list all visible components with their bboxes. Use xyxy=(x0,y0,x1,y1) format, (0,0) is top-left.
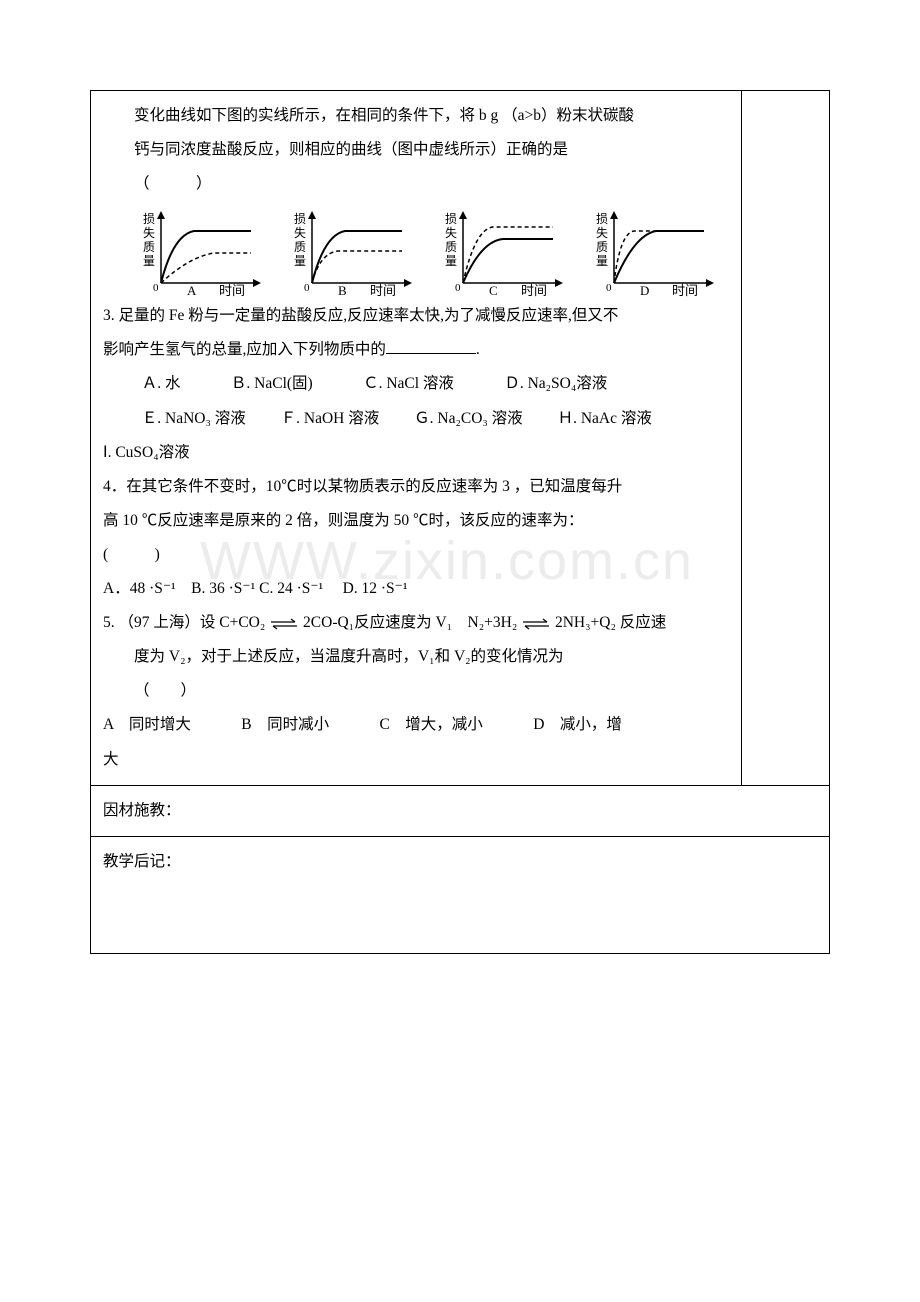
chart-ylabel: 质 xyxy=(143,240,155,254)
svg-text:0: 0 xyxy=(304,282,310,294)
q2-paren: （ ） xyxy=(103,167,729,201)
svg-text:C: C xyxy=(489,283,498,297)
svg-text:A: A xyxy=(187,283,197,297)
chart-c-svg: 损 失 质 量 0 C xyxy=(441,207,571,297)
chart-a: 损 失 质 量 0 xyxy=(139,207,269,297)
q3-optE: Ｅ. NaNO₃ 溶液 xyxy=(142,410,246,427)
svg-text:损: 损 xyxy=(294,212,306,226)
houji-row: 教学后记： xyxy=(91,836,830,953)
blank-underline xyxy=(386,338,476,355)
equilibrium-arrow-icon xyxy=(269,618,299,630)
q5-optB: B 同时减小 xyxy=(241,716,329,733)
q5-line1a: 5. （97 上海）设 C+CO₂ xyxy=(103,614,265,631)
q4-line2: 高 10 ℃反应速率是原来的 2 倍，则温度为 50 ℃时，该反应的速率为： xyxy=(103,504,729,538)
q5-line2: 度为 V₂，对于上述反应，当温度升高时，V₁和 V₂的变化情况为 xyxy=(103,640,729,674)
svg-text:时间: 时间 xyxy=(672,283,698,297)
chart-xlabel: 时间 xyxy=(219,283,245,297)
q2-charts-row: 损 失 质 量 0 xyxy=(133,207,729,297)
chart-b-svg: 损 失 质 量 0 xyxy=(290,207,420,297)
svg-text:损: 损 xyxy=(445,212,457,226)
svg-text:质: 质 xyxy=(596,240,608,254)
q3-stem2: 影响产生氢气的总量,应加入下列物质中的 xyxy=(103,341,386,358)
q5-optD: D 减小，增 xyxy=(533,716,622,733)
chart-ylabel: 损 xyxy=(143,212,155,226)
q3-optC: Ｃ. NaCl 溶液 xyxy=(363,375,454,392)
q5-opts: A 同时增大 B 同时减小 C 增大，减小 D 减小，增 xyxy=(103,708,729,742)
svg-text:0: 0 xyxy=(153,282,159,294)
svg-text:失: 失 xyxy=(445,225,457,240)
svg-text:D: D xyxy=(640,283,649,297)
main-content-cell: 变化曲线如下图的实线所示，在相同的条件下，将 b g （a>b）粉末状碳酸 钙与… xyxy=(91,91,742,786)
chart-a-svg: 损 失 质 量 0 xyxy=(139,207,269,297)
yincai-row: 因材施教： xyxy=(91,785,830,836)
q5-optC: C 增大，减小 xyxy=(379,716,482,733)
q3-optH: Ｈ. NaAc 溶液 xyxy=(558,410,652,427)
q5-optD-cont: 大 xyxy=(103,743,729,777)
chart-d-svg: 损 失 质 量 0 D xyxy=(592,207,722,297)
svg-text:量: 量 xyxy=(445,254,457,268)
q5-paren: （ ） xyxy=(103,674,729,708)
svg-text:0: 0 xyxy=(606,282,612,294)
svg-text:时间: 时间 xyxy=(370,283,396,297)
q3-line1: 3. 足量的 Fe 粉与一定量的盐酸反应,反应速率太快,为了减慢反应速率,但又不 xyxy=(103,299,729,333)
svg-text:0: 0 xyxy=(455,282,461,294)
chart-c: 损 失 质 量 0 C xyxy=(441,207,571,297)
svg-text:质: 质 xyxy=(294,240,306,254)
svg-text:质: 质 xyxy=(445,240,457,254)
side-empty-cell xyxy=(741,91,829,786)
q3-optA: Ａ. 水 xyxy=(142,375,181,392)
document-table: 变化曲线如下图的实线所示，在相同的条件下，将 b g （a>b）粉末状碳酸 钙与… xyxy=(90,90,830,954)
q3-opts-row1: Ａ. 水 Ｂ. NaCl(固) Ｃ. NaCl 溶液 Ｄ. Na₂SO₄溶液 xyxy=(103,367,729,401)
q4-line1: 4．在其它条件不变时，10℃时以某物质表示的反应速率为 3 ，已知温度每升 xyxy=(103,470,729,504)
chart-ylabel: 失 xyxy=(143,225,155,240)
svg-text:失: 失 xyxy=(596,225,608,240)
q4-paren: ( ) xyxy=(103,538,729,572)
svg-text:时间: 时间 xyxy=(521,283,547,297)
svg-text:失: 失 xyxy=(294,225,306,240)
svg-text:B: B xyxy=(338,283,347,297)
chart-ylabel: 量 xyxy=(143,254,155,268)
q2-line1: 变化曲线如下图的实线所示，在相同的条件下，将 b g （a>b）粉末状碳酸 xyxy=(103,99,729,133)
svg-text:损: 损 xyxy=(596,212,608,226)
q3-optG: Ｇ. Na₂CO₃ 溶液 xyxy=(414,410,523,427)
q3-optB: Ｂ. NaCl(固) xyxy=(231,375,313,392)
q5-optA: A 同时增大 xyxy=(103,716,191,733)
q4-opts: A．48 ·S⁻¹ B. 36 ·S⁻¹ C. 24 ·S⁻¹ D. 12 ·S… xyxy=(103,572,729,606)
chart-d: 损 失 质 量 0 D xyxy=(592,207,722,297)
q3-opts-row3: Ⅰ. CuSO₄溶液 xyxy=(103,436,729,470)
svg-text:量: 量 xyxy=(294,254,306,268)
q3-optD: Ｄ. Na₂SO₄溶液 xyxy=(504,375,607,392)
q2-line2: 钙与同浓度盐酸反应，则相应的曲线（图中虚线所示）正确的是 xyxy=(103,133,729,167)
q3-opts-row2: Ｅ. NaNO₃ 溶液 Ｆ. NaOH 溶液 Ｇ. Na₂CO₃ 溶液 Ｈ. N… xyxy=(103,402,729,436)
q5-line1: 5. （97 上海）设 C+CO₂ 2CO-Q₁反应速度为 V₁ N₂+3H₂ xyxy=(103,606,729,640)
chart-b: 损 失 质 量 0 xyxy=(290,207,420,297)
equilibrium-arrow-icon xyxy=(521,618,551,630)
q3-line2: 影响产生氢气的总量,应加入下列物质中的. xyxy=(103,333,729,367)
q5-line1c: 2NH₃+Q₂ 反应速 xyxy=(555,614,666,631)
q3-optF: Ｆ. NaOH 溶液 xyxy=(281,410,380,427)
svg-text:量: 量 xyxy=(596,254,608,268)
q3-period: . xyxy=(476,341,480,358)
q5-line1b: 2CO-Q₁反应速度为 V₁ N₂+3H₂ xyxy=(303,614,517,631)
